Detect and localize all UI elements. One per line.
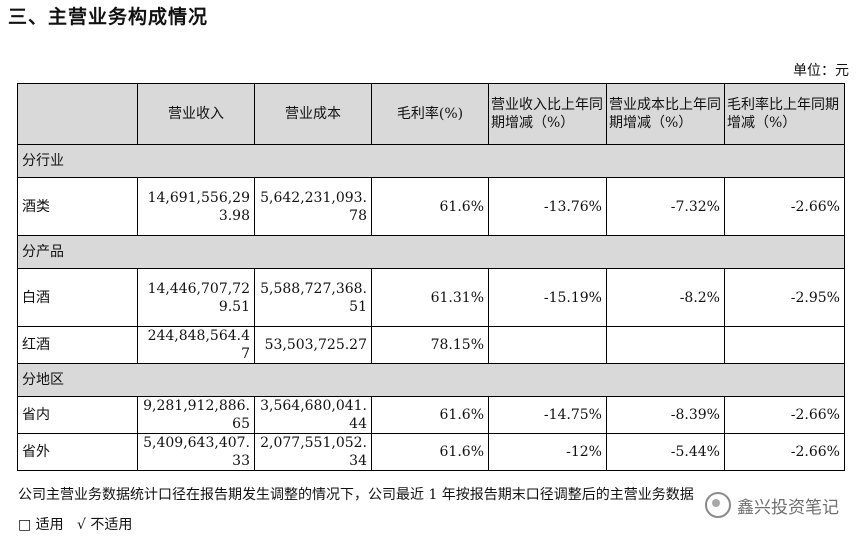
cell-margin-change: -2.95%	[724, 268, 845, 327]
cell-revenue-change: -13.76%	[488, 177, 607, 236]
cell-cost: 53,503,725.27	[254, 326, 372, 364]
row-label: 省内	[17, 396, 138, 434]
section-title: 三、主营业务构成情况	[8, 6, 209, 28]
cell-cost-change: -8.39%	[606, 396, 725, 434]
cell-cost-change: -5.44%	[606, 433, 725, 471]
cell-cost-change	[606, 326, 725, 364]
cell-cost: 5,588,727,368.51	[254, 268, 372, 327]
table-row: 红酒 244,848,564.47 53,503,725.27 78.15%	[17, 326, 845, 364]
table-row: 酒类 14,691,556,293.98 5,642,231,093.78 61…	[17, 177, 845, 236]
header-revenue-change: 营业收入比上年同期增减（%）	[488, 83, 607, 145]
main-business-table: 营业收入 营业成本 毛利率(%) 营业收入比上年同期增减（%） 营业成本比上年同…	[17, 83, 845, 471]
row-label: 白酒	[17, 268, 138, 327]
cell-margin-change: -2.66%	[724, 433, 845, 471]
wechat-logo-icon	[705, 492, 731, 518]
adjustment-note: 公司主营业务数据统计口径在报告期发生调整的情况下，公司最近 1 年按报告期末口径…	[18, 487, 694, 503]
section-product: 分产品	[17, 235, 845, 269]
row-label: 酒类	[17, 177, 138, 236]
row-label: 红酒	[17, 326, 138, 364]
cell-margin-change: -2.66%	[724, 177, 845, 236]
cell-margin: 61.6%	[371, 396, 489, 434]
section-row: 分产品	[17, 235, 845, 269]
cell-cost-change: -7.32%	[606, 177, 725, 236]
cell-cost: 5,642,231,093.78	[254, 177, 372, 236]
cell-cost: 2,077,551,052.34	[254, 433, 372, 471]
cell-revenue: 14,446,707,729.51	[137, 268, 255, 327]
cell-revenue: 5,409,643,407.33	[137, 433, 255, 471]
watermark: 鑫兴投资笔记	[705, 492, 839, 518]
header-revenue: 营业收入	[137, 83, 255, 145]
section-row: 分地区	[17, 363, 845, 397]
header-margin-change: 毛利率比上年同期增减（%）	[724, 83, 845, 145]
section-industry: 分行业	[17, 144, 845, 178]
cell-cost: 3,564,680,041.44	[254, 396, 372, 434]
section-row: 分行业	[17, 144, 845, 178]
cell-revenue-change	[488, 326, 607, 364]
cell-revenue-change: -12%	[488, 433, 607, 471]
table-row: 白酒 14,446,707,729.51 5,588,727,368.51 61…	[17, 268, 845, 327]
not-applicable-option: √ 不适用	[77, 517, 133, 533]
cell-margin-change	[724, 326, 845, 364]
section-region: 分地区	[17, 363, 845, 397]
cell-revenue-change: -15.19%	[488, 268, 607, 327]
cell-margin-change: -2.66%	[724, 396, 845, 434]
cell-margin: 61.6%	[371, 177, 489, 236]
unit-label: 单位：元	[793, 63, 849, 79]
cell-revenue-change: -14.75%	[488, 396, 607, 434]
table-row: 省外 5,409,643,407.33 2,077,551,052.34 61.…	[17, 433, 845, 471]
cell-margin: 61.6%	[371, 433, 489, 471]
cell-margin: 61.31%	[371, 268, 489, 327]
applicable-option: □ 适用	[18, 517, 64, 533]
header-cost: 营业成本	[254, 83, 372, 145]
row-label: 省外	[17, 433, 138, 471]
header-blank	[17, 83, 138, 145]
header-cost-change: 营业成本比上年同期增减（%）	[606, 83, 725, 145]
cell-revenue: 14,691,556,293.98	[137, 177, 255, 236]
cell-revenue: 244,848,564.47	[137, 326, 255, 364]
applicability-line: □ 适用 √ 不适用	[18, 514, 132, 534]
header-margin: 毛利率(%)	[371, 83, 489, 145]
watermark-text: 鑫兴投资笔记	[737, 497, 839, 518]
table-row: 省内 9,281,912,886.65 3,564,680,041.44 61.…	[17, 396, 845, 434]
cell-revenue: 9,281,912,886.65	[137, 396, 255, 434]
cell-margin: 78.15%	[371, 326, 489, 364]
header-row: 营业收入 营业成本 毛利率(%) 营业收入比上年同期增减（%） 营业成本比上年同…	[17, 83, 845, 145]
cell-cost-change: -8.2%	[606, 268, 725, 327]
